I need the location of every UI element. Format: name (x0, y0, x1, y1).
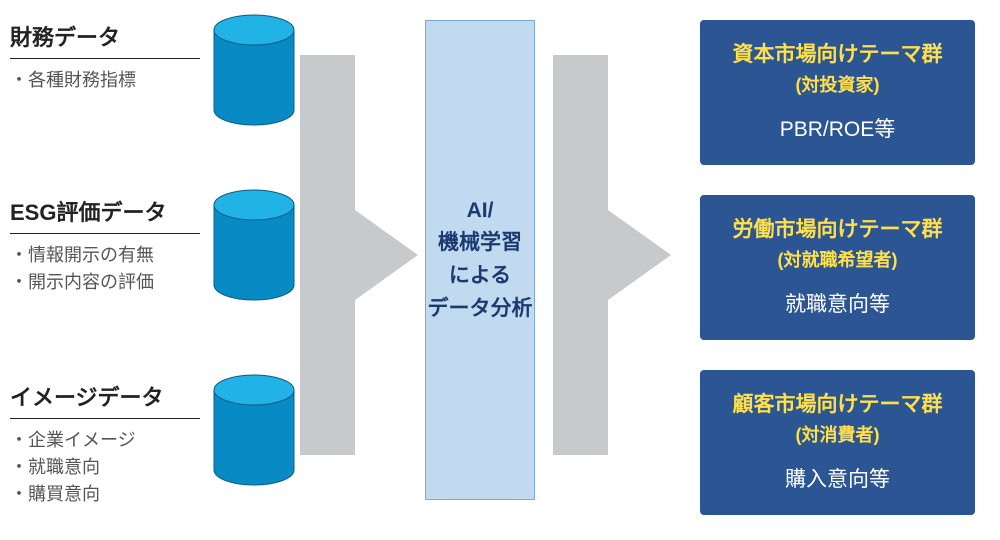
source-items: ・情報開示の有無 ・開示内容の評価 (10, 242, 200, 296)
source-title: イメージデータ (10, 380, 200, 412)
source-block: ESG評価データ ・情報開示の有無 ・開示内容の評価 (10, 195, 200, 296)
center-line: 機械学習 (428, 227, 533, 260)
output-card: 資本市場向けテーマ群 (対投資家) PBR/ROE等 (700, 20, 975, 165)
source-block: 財務データ ・各種財務指標 (10, 20, 200, 94)
arrow-right-icon (553, 55, 671, 455)
source-title: 財務データ (10, 20, 200, 52)
source-items: ・企業イメージ ・就職意向 ・購買意向 (10, 427, 200, 508)
source-block: イメージデータ ・企業イメージ ・就職意向 ・購買意向 (10, 380, 200, 508)
database-icon (213, 374, 295, 486)
center-line: データ分析 (428, 293, 533, 326)
output-metric: 購入意向等 (785, 463, 890, 493)
output-heading: 労働市場向けテーマ群 (733, 217, 943, 243)
output-metric: 就職意向等 (785, 288, 890, 318)
output-sub: (対消費者) (796, 421, 880, 447)
divider (10, 58, 200, 59)
source-item: ・情報開示の有無 (10, 242, 200, 269)
source-item: ・購買意向 (10, 481, 200, 508)
center-line: による (428, 260, 533, 293)
divider (10, 233, 200, 234)
source-item: ・企業イメージ (10, 427, 200, 454)
output-card: 顧客市場向けテーマ群 (対消費者) 購入意向等 (700, 370, 975, 515)
output-heading: 顧客市場向けテーマ群 (733, 392, 943, 418)
flow-diagram: 財務データ ・各種財務指標 ESG評価データ ・情報開示の有無 ・開示内容の評価 (0, 0, 1000, 540)
database-icon (213, 189, 295, 301)
source-title: ESG評価データ (10, 195, 200, 227)
output-sub: (対就職希望者) (778, 246, 898, 272)
source-item: ・開示内容の評価 (10, 269, 200, 296)
output-card: 労働市場向けテーマ群 (対就職希望者) 就職意向等 (700, 195, 975, 340)
divider (10, 418, 200, 419)
source-item: ・各種財務指標 (10, 67, 200, 94)
source-items: ・各種財務指標 (10, 67, 200, 94)
output-sub: (対投資家) (796, 71, 880, 97)
center-line: AI/ (428, 195, 533, 228)
output-heading: 資本市場向けテーマ群 (733, 42, 943, 68)
arrow-right-icon (300, 55, 418, 455)
database-icon (213, 14, 295, 126)
source-item: ・就職意向 (10, 454, 200, 481)
processing-box: AI/ 機械学習 による データ分析 (425, 20, 535, 500)
output-metric: PBR/ROE等 (780, 113, 896, 143)
